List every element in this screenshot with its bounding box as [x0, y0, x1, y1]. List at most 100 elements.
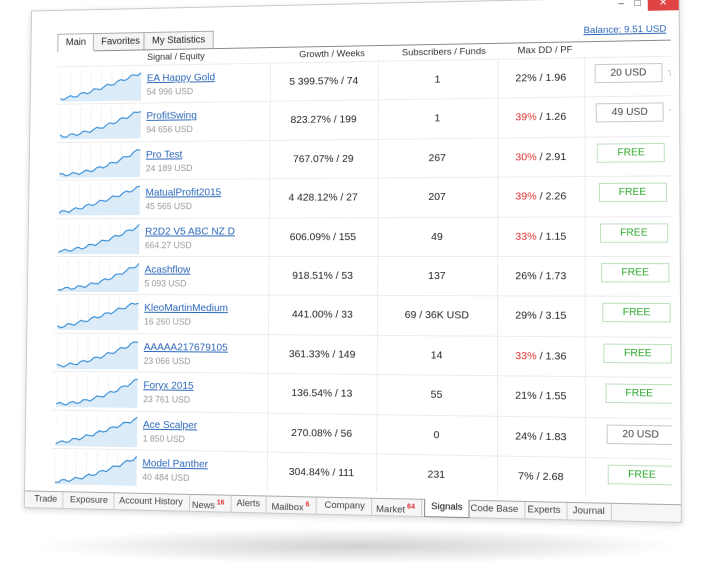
bottom-tab-label: Mailbox	[271, 502, 303, 514]
bottom-tab-company[interactable]: Company	[319, 498, 372, 515]
max-dd-pf: 39% / 2.26	[497, 190, 584, 203]
signal-name-link[interactable]: Foryx 2015	[143, 380, 193, 392]
subscribe-button[interactable]: FREE	[597, 143, 665, 163]
table-row[interactable]: ProfitSwing 94 656 USD 823.27% / 199 1 39% /…	[56, 96, 671, 143]
bottom-tab-exposure[interactable]: Exposure	[64, 492, 114, 509]
favorite-star-icon[interactable]: ☆	[668, 104, 672, 120]
subscribers-funds: 69 / 36K USD	[377, 309, 497, 322]
sparkline-area	[58, 263, 139, 292]
profit-factor: / 1.36	[537, 350, 567, 362]
equity-sparkline	[58, 260, 139, 292]
bottom-tab-experts[interactable]: Experts	[521, 502, 567, 519]
bottom-tab-label: Journal	[573, 505, 605, 517]
column-max-dd-pf[interactable]: Max DD / PF	[518, 44, 573, 56]
bottom-tab-label: Alerts	[236, 498, 260, 510]
equity-sparkline	[57, 336, 139, 369]
signal-name-link[interactable]: AAAAA217679105	[144, 341, 228, 353]
favorite-star-icon[interactable]: ☆	[669, 144, 672, 160]
favorite-star-icon[interactable]: ☆	[667, 64, 673, 80]
profit-factor: / 2.26	[537, 190, 567, 202]
signal-equity: 16 260 USD	[144, 317, 191, 327]
bottom-tab-label: Trade	[34, 494, 57, 505]
profit-factor: / 2.68	[534, 470, 564, 483]
signal-name-link[interactable]: Ace Scalper	[143, 418, 197, 431]
subscribe-button[interactable]: FREE	[601, 263, 669, 282]
bottom-tab-badge: 16	[217, 499, 225, 506]
table-row[interactable]: R2D2 V5 ABC NZ D 664.27 USD 606.09% / 155 4…	[54, 216, 671, 257]
subscribe-button[interactable]: FREE	[600, 223, 668, 242]
signal-name-link[interactable]: Model Panther	[142, 457, 208, 470]
subscribers-funds: 267	[378, 151, 498, 164]
subscribe-button[interactable]: FREE	[598, 183, 666, 203]
bottom-tab-label: Account History	[119, 495, 183, 507]
max-dd-value: 39%	[515, 111, 536, 123]
subscribe-button[interactable]: FREE	[608, 465, 673, 486]
growth-weeks: 823.27% / 199	[270, 114, 378, 127]
subscribe-button[interactable]: 20 USD	[595, 63, 663, 83]
signal-name-link[interactable]: ProfitSwing	[146, 110, 197, 122]
tab-favorites[interactable]: Favorites	[93, 32, 149, 50]
close-button[interactable]: ✕	[648, 0, 679, 11]
signal-name-link[interactable]: EA Happy Gold	[147, 71, 215, 84]
bottom-tab-journal[interactable]: Journal	[566, 503, 612, 520]
tab-my-statistics[interactable]: My Statistics	[143, 31, 213, 50]
signal-name-link[interactable]: Pro Test	[146, 148, 183, 160]
bottom-tab-market[interactable]: Market 64	[370, 499, 422, 516]
favorite-star-icon[interactable]: ☆	[671, 184, 673, 200]
max-dd-value: 21%	[515, 390, 536, 402]
bottom-tab-signals[interactable]: Signals	[424, 499, 470, 518]
max-dd-value: 30%	[515, 151, 536, 163]
signal-name-link[interactable]: MatualProfit2015	[145, 187, 221, 199]
subscribers-funds: 1	[378, 73, 497, 87]
subscribe-button[interactable]: FREE	[605, 384, 672, 404]
max-dd-pf: 33% / 1.15	[497, 230, 584, 242]
subscribers-funds: 55	[377, 388, 497, 402]
max-dd-pf: 7% / 2.68	[497, 470, 585, 484]
sparkline-area	[56, 416, 138, 447]
title-bar: – □ ✕	[32, 0, 679, 25]
table-row[interactable]: MatualProfit2015 45 565 USD 4 428.12% / 27…	[55, 176, 671, 219]
table-row[interactable]: Pro Test 24 189 USD 767.07% / 29 267 30% / 2…	[56, 136, 672, 181]
maximize-button[interactable]: □	[629, 0, 645, 11]
column-growth-weeks[interactable]: Growth / Weeks	[299, 48, 365, 60]
subscribe-button[interactable]: 49 USD	[596, 103, 664, 123]
max-dd-pf: 22% / 1.96	[497, 71, 584, 84]
bottom-tab-news[interactable]: News 16	[186, 495, 231, 512]
bottom-tab-code-base[interactable]: Code Base	[464, 501, 525, 519]
window-frame: – □ ✕ Main Favorites My Statistics Balan…	[24, 0, 682, 523]
max-dd-pf: 24% / 1.83	[497, 430, 585, 444]
subscribe-button[interactable]: 20 USD	[606, 424, 672, 445]
equity-sparkline	[57, 298, 138, 331]
bottom-tab-mailbox[interactable]: Mailbox 6	[266, 496, 317, 513]
bottom-tab-alerts[interactable]: Alerts	[231, 496, 267, 513]
signal-equity: 54 996 USD	[147, 86, 194, 96]
signal-name-link[interactable]: Acashflow	[145, 264, 191, 276]
equity-sparkline	[59, 183, 140, 215]
max-dd-value: 24%	[515, 430, 536, 443]
bottom-tab-label: Exposure	[70, 494, 108, 506]
max-dd-pf: 26% / 1.73	[497, 270, 585, 282]
column-subscribers-funds[interactable]: Subscribers / Funds	[402, 46, 486, 58]
subscribe-button[interactable]: FREE	[604, 343, 673, 363]
column-signal-equity[interactable]: Signal / Equity	[147, 51, 205, 63]
signal-name-link[interactable]: R2D2 V5 ABC NZ D	[145, 225, 235, 237]
bottom-tab-account-history[interactable]: Account History	[113, 493, 189, 511]
signal-equity: 23 066 USD	[144, 356, 191, 366]
equity-sparkline	[58, 222, 139, 254]
growth-weeks: 767.07% / 29	[269, 152, 377, 165]
max-dd-value: 22%	[515, 72, 536, 84]
tab-main[interactable]: Main	[57, 33, 94, 52]
bottom-tab-trade[interactable]: Trade	[28, 491, 63, 507]
minimize-button[interactable]: –	[613, 0, 629, 12]
profit-factor: / 1.83	[537, 430, 567, 443]
subscribers-funds: 231	[376, 468, 497, 482]
balance-link[interactable]: Balance: 9.51 USD	[584, 24, 667, 37]
subscribers-funds: 0	[376, 428, 497, 442]
table-row[interactable]: Acashflow 5 093 USD 918.51% / 53 137 26% / 1…	[54, 256, 672, 297]
signal-name-link[interactable]: KleoMartinMedium	[144, 302, 228, 314]
signals-window: – □ ✕ Main Favorites My Statistics Balan…	[12, 0, 676, 515]
growth-weeks: 441.00% / 33	[268, 309, 377, 321]
table-row[interactable]: KleoMartinMedium 16 260 USD 441.00% / 33 69…	[53, 294, 671, 337]
signals-table: Signal / Equity Growth / Weeks Subscribe…	[51, 41, 672, 499]
subscribe-button[interactable]: FREE	[602, 303, 670, 323]
